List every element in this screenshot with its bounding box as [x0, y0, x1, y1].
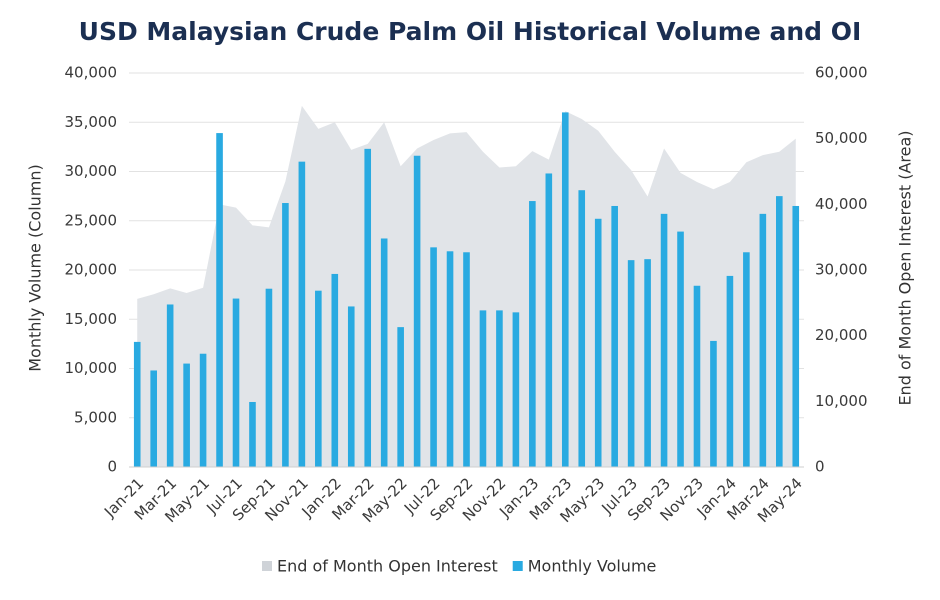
- y-tick-label: 30,000: [65, 162, 118, 180]
- volume-bar: [545, 173, 553, 467]
- y2-tick-label: 10,000: [815, 392, 868, 410]
- volume-bar: [380, 238, 388, 467]
- volume-bar: [776, 196, 783, 467]
- volume-bar: [792, 205, 800, 467]
- volume-bar: [743, 252, 750, 467]
- volume-bar: [364, 148, 372, 467]
- volume-bar: [216, 133, 223, 467]
- legend-label: End of Month Open Interest: [277, 557, 498, 576]
- y2-tick-label: 60,000: [815, 64, 868, 82]
- volume-bar: [282, 203, 289, 467]
- legend-swatch: [512, 561, 523, 571]
- volume-bar: [726, 275, 734, 467]
- volume-bar: [413, 155, 421, 468]
- y2-tick-label: 50,000: [815, 129, 868, 147]
- volume-bar: [150, 370, 157, 467]
- legend-label: Monthly Volume: [528, 557, 657, 576]
- volume-bar: [529, 201, 536, 468]
- volume-bar: [578, 190, 586, 467]
- volume-bar: [446, 251, 454, 467]
- y-tick-label: 35,000: [65, 113, 118, 131]
- volume-bar: [397, 327, 404, 467]
- y-tick-label: 10,000: [65, 359, 118, 377]
- volume-bar: [660, 213, 668, 467]
- volume-bar: [430, 247, 437, 467]
- volume-bar: [183, 363, 190, 467]
- y-tick-label: 20,000: [65, 261, 118, 279]
- volume-bar: [512, 312, 520, 467]
- legend-swatch: [262, 561, 272, 571]
- y2-tick-label: 0: [815, 458, 825, 476]
- volume-bar: [627, 260, 635, 467]
- volume-bar: [759, 213, 767, 467]
- y2-tick-label: 30,000: [815, 261, 868, 279]
- y2-tick-label: 40,000: [815, 195, 868, 213]
- volume-bar: [496, 310, 503, 467]
- volume-bar: [232, 298, 240, 467]
- y-tick-label: 40,000: [65, 64, 118, 82]
- volume-bar: [347, 306, 355, 467]
- volume-bar: [644, 259, 651, 467]
- y2-axis-label: End of Month Open Interest (Area): [896, 130, 915, 405]
- y-tick-label: 5,000: [74, 408, 117, 426]
- volume-bar: [249, 401, 256, 467]
- y2-tick-label: 20,000: [815, 326, 868, 344]
- volume-bar: [331, 273, 339, 467]
- y-tick-label: 0: [107, 458, 117, 476]
- volume-bar: [677, 231, 684, 467]
- y-tick-label: 25,000: [65, 211, 118, 229]
- volume-bar: [265, 288, 273, 467]
- volume-bar: [166, 304, 174, 467]
- volume-bar: [315, 290, 322, 467]
- y-tick-label: 15,000: [65, 310, 118, 328]
- volume-bar: [594, 218, 602, 467]
- volume-bar: [710, 340, 717, 467]
- volume-bar: [693, 285, 701, 467]
- volume-bar: [611, 205, 618, 467]
- volume-bar: [298, 161, 306, 467]
- volume-bar: [561, 112, 569, 468]
- y-axis-label: Monthly Volume (Column): [26, 164, 45, 372]
- volume-bar: [479, 310, 487, 467]
- volume-bar: [463, 252, 470, 467]
- volume-bar: [133, 341, 141, 467]
- chart-title: USD Malaysian Crude Palm Oil Historical …: [79, 17, 862, 46]
- volume-bar: [199, 353, 207, 467]
